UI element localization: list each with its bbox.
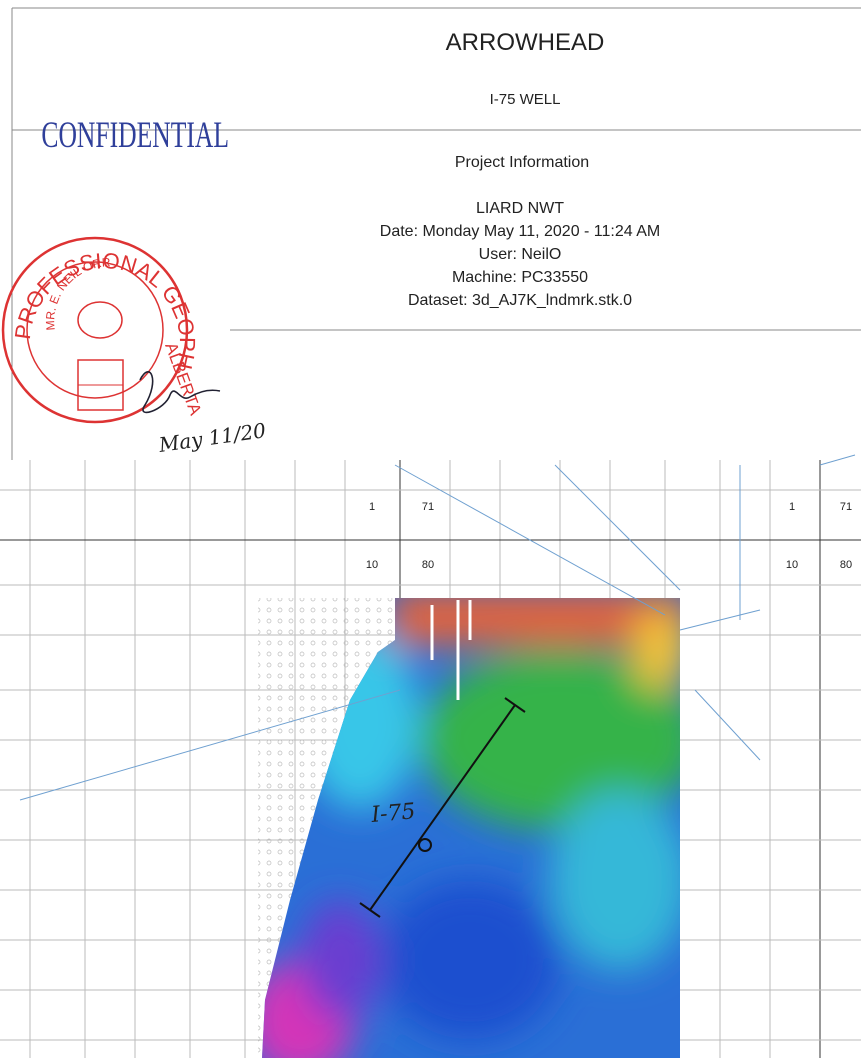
signature-date: May 11/20 [156,418,267,457]
page: ARROWHEAD I-75 WELL CONFIDENTIAL Project… [0,0,861,1058]
grid-label: 1 [369,501,375,513]
info-location: LIARD NWT [476,200,564,217]
confidential-stamp: CONFIDENTIAL [41,115,229,156]
info-machine: Machine: PC33550 [452,269,588,286]
map: I-75 1 71 10 80 1 71 10 80 [0,455,861,1058]
grid-label: 71 [422,501,434,513]
grid-label: 1 [789,501,795,513]
seal: PROFESSIONAL GEOPHYSICIST MR. E. NEIL OR… [0,0,205,422]
grid-label: 80 [422,559,434,571]
subtitle: I-75 WELL [490,91,561,108]
seal-top: PROFESSIONAL GEOPHYSICIST [0,0,200,372]
info-dataset: Dataset: 3d_AJ7K_lndmrk.stk.0 [408,292,632,309]
grid-label: 10 [786,559,798,571]
document: ARROWHEAD I-75 WELL CONFIDENTIAL Project… [0,0,861,1058]
info-user: User: NeilO [479,246,562,263]
grid-label: 80 [840,559,852,571]
info-heading: Project Information [455,154,589,171]
info-date: Date: Monday May 11, 2020 - 11:24 AM [380,223,660,240]
seal-text: PROFESSIONAL GEOPHYSICIST [0,0,200,372]
grid-label: 71 [840,501,852,513]
grid-label: 10 [366,559,378,571]
title: ARROWHEAD [446,29,605,56]
well-label: I-75 [369,799,416,828]
